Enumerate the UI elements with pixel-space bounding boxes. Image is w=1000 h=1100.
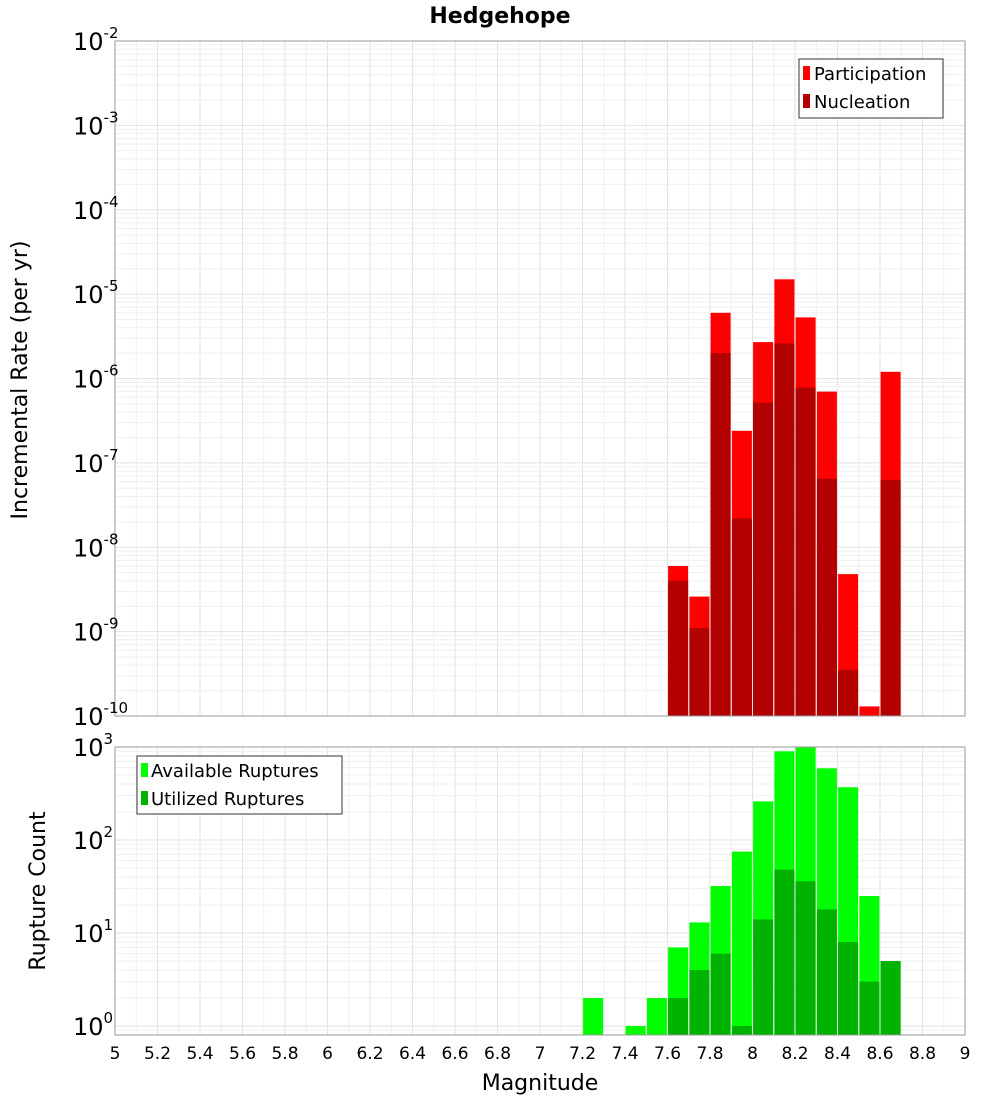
utilized-ruptures-bar [731, 1026, 752, 1035]
nucleation-bar [668, 580, 689, 716]
nucleation-bar [710, 353, 731, 716]
x-axis-label: Magnitude [482, 1071, 599, 1096]
x-tick-label: 7.8 [696, 1044, 723, 1064]
participation-bar [859, 706, 880, 716]
nucleation-bar [880, 479, 901, 716]
count-panel: 103 102 101 100 5 5.2 5.4 5.6 5.8 6 6.2 6.4 6.6 6.8 7… [26, 730, 970, 1096]
rate-y-tick-label: 10-5 [73, 277, 119, 309]
rate-y-tick-label: 10-6 [73, 362, 119, 394]
x-tick-label: 8.4 [824, 1044, 851, 1064]
nucleation-bar [838, 670, 859, 716]
count-legend: Available Ruptures Utilized Ruptures [136, 755, 343, 815]
count-y-tick-label: 100 [73, 1009, 113, 1041]
utilized-ruptures-bar [880, 961, 901, 1035]
available-ruptures-bar [625, 1026, 646, 1035]
utilized-ruptures-bar [668, 998, 689, 1035]
x-tick-label: 5.2 [144, 1044, 171, 1064]
nucleation-bar [774, 343, 795, 716]
legend-available-swatch [141, 763, 148, 777]
nucleation-bar [689, 628, 710, 716]
x-tick-label: 8.6 [866, 1044, 893, 1064]
x-tick-label: 7.4 [611, 1044, 638, 1064]
count-legend-box [136, 755, 343, 815]
rate-y-axis-label: Incremental Rate (per yr) [8, 241, 33, 520]
available-ruptures-bar [646, 998, 667, 1035]
legend-utilized-label: Utilized Ruptures [151, 789, 304, 810]
x-tick-label: 5.6 [229, 1044, 256, 1064]
x-tick-label: 8.8 [909, 1044, 936, 1064]
nucleation-bar [816, 478, 837, 716]
utilized-ruptures-bar [710, 953, 731, 1035]
x-ticks: 5 5.2 5.4 5.6 5.8 6 6.2 6.4 6.6 6.8 7 7.2 7.4 7.6 7.8 8… [110, 1044, 971, 1064]
count-y-axis-label: Rupture Count [26, 811, 51, 971]
legend-nucleation-label: Nucleation [814, 92, 910, 113]
x-tick-label: 5 [110, 1044, 121, 1064]
count-y-ticks: 103 102 101 100 [73, 730, 113, 1041]
rate-grid [114, 40, 966, 717]
count-plot-frame [114, 746, 966, 1036]
utilized-ruptures-bar [816, 909, 837, 1035]
x-tick-label: 6 [322, 1044, 333, 1064]
utilized-ruptures-bar [753, 919, 774, 1035]
legend-participation-label: Participation [814, 64, 926, 85]
rate-y-tick-label: 10-3 [73, 108, 119, 140]
rate-legend: Participation Nucleation [798, 58, 944, 119]
count-y-tick-label: 102 [73, 823, 113, 855]
legend-available-label: Available Ruptures [151, 761, 319, 782]
x-tick-label: 6.2 [356, 1044, 383, 1064]
x-tick-label: 5.4 [186, 1044, 213, 1064]
count-bars [583, 747, 901, 1035]
available-ruptures-bar [583, 998, 604, 1035]
utilized-ruptures-bar [774, 869, 795, 1035]
x-tick-label: 7 [535, 1044, 546, 1064]
nucleation-bar [753, 402, 774, 716]
count-y-tick-label: 101 [73, 916, 113, 948]
x-tick-label: 6.4 [399, 1044, 426, 1064]
x-tick-label: 5.8 [271, 1044, 298, 1064]
legend-participation-swatch [803, 66, 810, 80]
nucleation-bar [731, 518, 752, 716]
x-tick-label: 8.2 [781, 1044, 808, 1064]
x-tick-label: 6.8 [484, 1044, 511, 1064]
rate-y-tick-label: 10-10 [73, 699, 128, 731]
x-tick-label: 9 [960, 1044, 971, 1064]
utilized-ruptures-bar [859, 981, 880, 1035]
legend-utilized-swatch [141, 791, 148, 805]
rate-y-tick-label: 10-4 [73, 193, 119, 225]
chart-title: Hedgehope [429, 4, 570, 29]
rate-plot-frame [114, 40, 966, 717]
rate-y-tick-label: 10-7 [73, 446, 119, 478]
rate-panel: 10-2 10-3 10-4 10-5 10-6 10-7 10-8 10-9 10-10 In… [8, 24, 966, 731]
rate-legend-box [798, 58, 944, 119]
utilized-ruptures-bar [838, 942, 859, 1035]
x-tick-label: 7.2 [569, 1044, 596, 1064]
rate-y-tick-label: 10-9 [73, 615, 119, 647]
x-tick-label: 6.6 [441, 1044, 468, 1064]
count-y-tick-label: 103 [73, 730, 113, 762]
legend-nucleation-swatch [803, 94, 810, 108]
utilized-ruptures-bar [689, 970, 710, 1035]
rate-y-ticks: 10-2 10-3 10-4 10-5 10-6 10-7 10-8 10-9 10-10 [73, 24, 128, 731]
utilized-ruptures-bar [795, 881, 816, 1035]
rate-y-tick-label: 10-8 [73, 530, 119, 562]
rate-bars [668, 279, 901, 716]
x-tick-label: 7.6 [654, 1044, 681, 1064]
x-tick-label: 8 [747, 1044, 758, 1064]
rate-y-tick-label: 10-2 [73, 24, 119, 56]
nucleation-bar [795, 387, 816, 716]
available-ruptures-bar [731, 851, 752, 1035]
